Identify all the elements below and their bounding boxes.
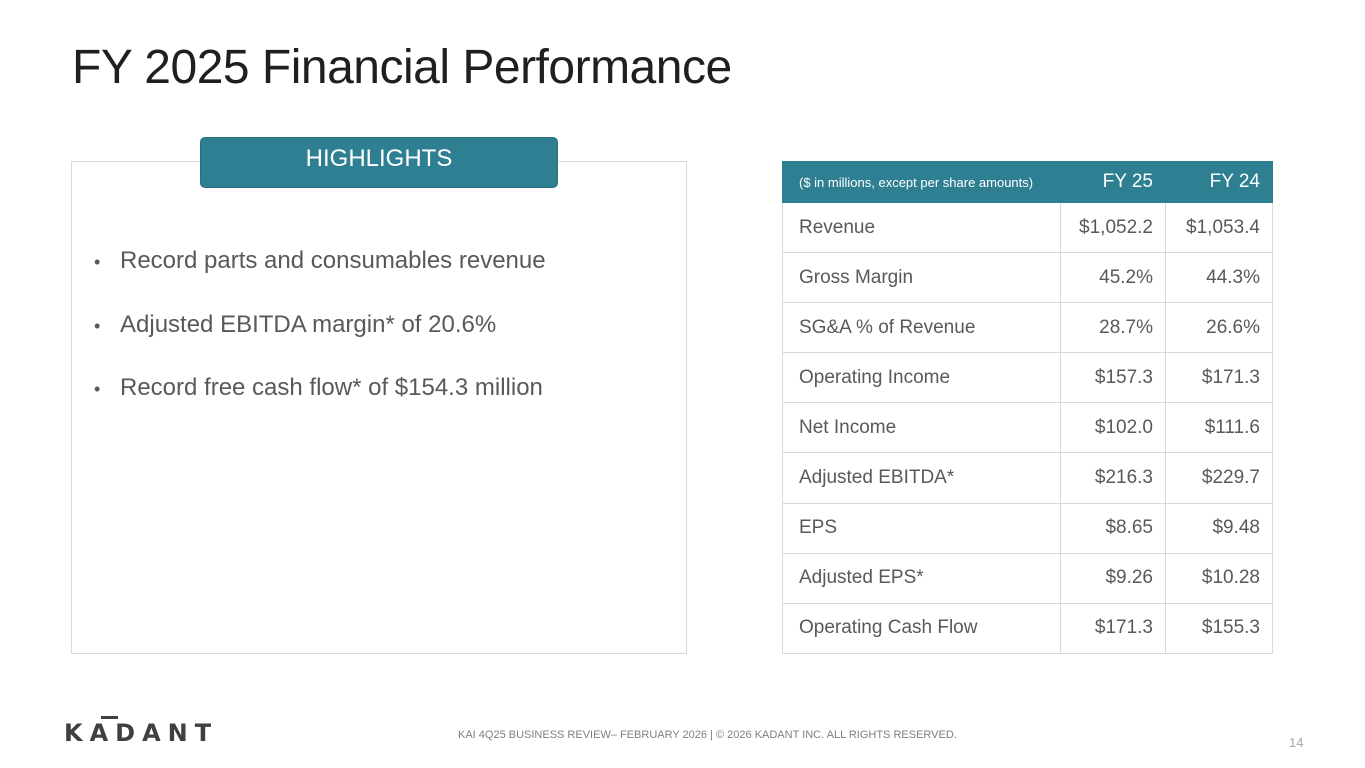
highlights-header: HIGHLIGHTS (200, 137, 558, 188)
fy25-value: $102.0 (1060, 402, 1166, 454)
fy24-value: $155.3 (1165, 602, 1273, 654)
row-label: Net Income (782, 402, 1061, 454)
table-row: Operating Cash Flow $171.3 $155.3 (782, 602, 1273, 654)
column-header-units: ($ in millions, except per share amounts… (782, 161, 1061, 203)
row-label: Operating Cash Flow (782, 602, 1061, 654)
fy25-value: 28.7% (1060, 302, 1166, 354)
row-label: Gross Margin (782, 252, 1061, 304)
list-item-text: Record parts and consumables revenue (120, 247, 546, 274)
table-row: EPS $8.65 $9.48 (782, 502, 1273, 554)
table-row: Revenue $1,052.2 $1,053.4 (782, 201, 1273, 254)
row-label: Adjusted EBITDA* (782, 452, 1061, 504)
list-item: • Record parts and consumables revenue (92, 247, 546, 311)
footer-text: KAI 4Q25 BUSINESS REVIEW– FEBRUARY 2026 … (458, 729, 957, 741)
fy24-value: $171.3 (1165, 352, 1273, 404)
fy25-value: $216.3 (1060, 452, 1166, 504)
fy25-value: 45.2% (1060, 252, 1166, 304)
list-item: • Record free cash flow* of $154.3 milli… (92, 374, 546, 438)
logo-macron-mark (101, 716, 118, 719)
row-label: SG&A % of Revenue (782, 302, 1061, 354)
row-label: EPS (782, 502, 1061, 554)
highlights-list: • Record parts and consumables revenue •… (92, 247, 546, 438)
list-item-text: Adjusted EBITDA margin* of 20.6% (120, 310, 497, 338)
table-row: Net Income $102.0 $111.6 (782, 402, 1273, 454)
financial-table: ($ in millions, except per share amounts… (782, 161, 1273, 654)
fy25-value: $171.3 (1060, 602, 1166, 654)
bullet-icon: • (94, 379, 101, 399)
page-number: 14 (1289, 735, 1304, 750)
row-label: Adjusted EPS* (782, 552, 1061, 604)
table-row: Operating Income $157.3 $171.3 (782, 352, 1273, 404)
column-header-fy24: FY 24 (1165, 161, 1273, 203)
table-row: Adjusted EPS* $9.26 $10.28 (782, 552, 1273, 604)
fy25-value: $9.26 (1060, 552, 1166, 604)
fy24-value: $9.48 (1165, 502, 1273, 554)
table-row: Adjusted EBITDA* $216.3 $229.7 (782, 452, 1273, 504)
row-label: Revenue (782, 201, 1061, 254)
page-title: FY 2025 Financial Performance (72, 41, 732, 94)
column-header-fy25: FY 25 (1060, 161, 1166, 203)
highlights-panel (71, 161, 687, 654)
fy25-value: $8.65 (1060, 502, 1166, 554)
list-item: • Adjusted EBITDA margin* of 20.6% (92, 311, 546, 375)
kadant-logo: KADANT (64, 719, 219, 747)
bullet-icon: • (94, 315, 101, 336)
bullet-icon: • (94, 252, 101, 272)
fy24-value: $10.28 (1165, 552, 1273, 604)
table-header-row: ($ in millions, except per share amounts… (782, 161, 1273, 203)
fy24-value: 44.3% (1165, 252, 1273, 304)
table-row: Gross Margin 45.2% 44.3% (782, 252, 1273, 304)
fy25-value: $157.3 (1060, 352, 1166, 404)
fy24-value: $111.6 (1165, 402, 1273, 454)
fy24-value: $229.7 (1165, 452, 1273, 504)
fy24-value: $1,053.4 (1165, 201, 1273, 254)
row-label: Operating Income (782, 352, 1061, 404)
fy24-value: 26.6% (1165, 302, 1273, 354)
fy25-value: $1,052.2 (1060, 201, 1166, 254)
table-row: SG&A % of Revenue 28.7% 26.6% (782, 302, 1273, 354)
list-item-text: Record free cash flow* of $154.3 million (120, 374, 543, 401)
